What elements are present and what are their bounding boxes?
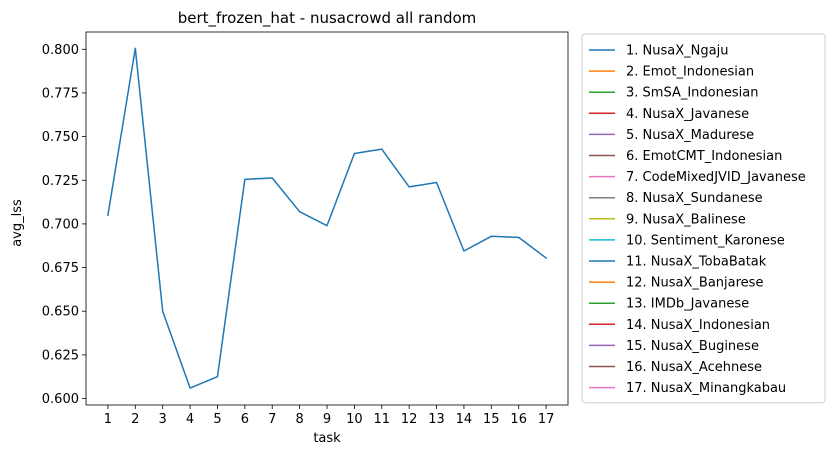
legend: 1. NusaX_Ngaju 2. Emot_Indonesian 3. SmSA_… xyxy=(581,33,826,404)
y-tick-label: 0.750 xyxy=(42,130,79,145)
x-tick-label: 17 xyxy=(538,412,555,427)
x-tick-label: 5 xyxy=(213,412,221,427)
x-tick-label: 4 xyxy=(186,412,194,427)
chart-title: bert_frozen_hat - nusacrowd all random xyxy=(178,9,477,28)
y-tick-label: 0.675 xyxy=(42,261,79,276)
legend-label: 16. NusaX_Acehnese xyxy=(626,360,762,375)
legend-label: 14. NusaX_Indonesian xyxy=(626,318,770,333)
legend-label: 6. EmotCMT_Indonesian xyxy=(626,149,782,164)
legend-label: 7. CodeMixedJVID_Javanese xyxy=(626,170,806,185)
x-tick-label: 3 xyxy=(159,412,167,427)
legend-label: 1. NusaX_Ngaju xyxy=(626,44,728,59)
plot-frame xyxy=(85,31,569,406)
x-tick-label: 14 xyxy=(456,412,473,427)
legend-label: 11. NusaX_TobaBatak xyxy=(626,255,767,270)
x-tick-label: 7 xyxy=(268,412,276,427)
y-tick-label: 0.800 xyxy=(42,43,79,58)
x-tick-label: 10 xyxy=(346,412,363,427)
x-tick-label: 12 xyxy=(401,412,418,427)
series-line-1 xyxy=(107,47,548,389)
x-tick-label: 1 xyxy=(104,412,112,427)
legend-label: 2. Emot_Indonesian xyxy=(626,65,754,80)
x-tick-label: 13 xyxy=(428,412,445,427)
legend-label: 13. IMDb_Javanese xyxy=(626,297,749,312)
legend-label: 8. NusaX_Sundanese xyxy=(626,191,763,206)
y-tick-label: 0.775 xyxy=(42,86,79,101)
x-tick-label: 2 xyxy=(131,412,139,427)
x-tick-label: 11 xyxy=(373,412,390,427)
y-tick-label: 0.600 xyxy=(42,392,79,407)
y-tick-label: 0.625 xyxy=(42,348,79,363)
x-tick-label: 16 xyxy=(510,412,527,427)
legend-label: 5. NusaX_Madurese xyxy=(626,128,754,143)
y-tick-label: 0.650 xyxy=(42,305,79,320)
legend-label: 12. NusaX_Banjarese xyxy=(626,276,763,291)
x-tick-label: 6 xyxy=(241,412,249,427)
x-axis-title: task xyxy=(313,431,341,446)
legend-label: 15. NusaX_Buginese xyxy=(626,339,759,354)
legend-frame xyxy=(581,33,826,404)
y-axis-title: avg_lss xyxy=(10,199,25,247)
legend-label: 4. NusaX_Javanese xyxy=(626,107,749,122)
legend-label: 3. SmSA_Indonesian xyxy=(626,86,758,101)
y-tick-label: 0.700 xyxy=(42,217,79,232)
legend-label: 9. NusaX_Balinese xyxy=(626,212,746,227)
legend-label: 17. NusaX_Minangkabau xyxy=(626,381,786,396)
x-tick-label: 9 xyxy=(323,412,331,427)
x-tick-label: 15 xyxy=(483,412,500,427)
x-tick-label: 8 xyxy=(295,412,303,427)
y-tick-label: 0.725 xyxy=(42,174,79,189)
legend-label: 10. Sentiment_Karonese xyxy=(626,233,785,248)
plot-area: 1 2 3 4 5 6 7 8 9 10 11 12 13 14 15 16 170.6000.6250.650… xyxy=(42,31,569,427)
